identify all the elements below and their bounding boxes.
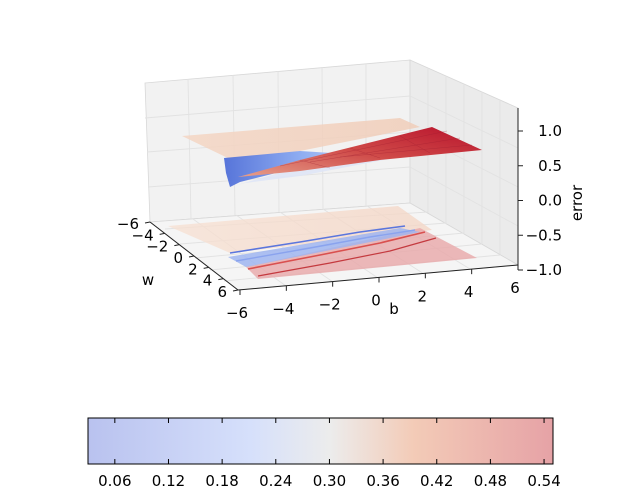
z-axis-label: error [568, 184, 586, 221]
colorbar-tick-label: 0.24 [259, 472, 292, 490]
floor-contour-low [228, 228, 420, 267]
floor-contour-line-2 [235, 229, 416, 262]
y-tick-label: 6 [510, 279, 520, 297]
surface-rise [238, 127, 482, 177]
colorbar-ticks: 0.06 0.12 0.18 0.24 0.30 0.36 0.42 0.48 0.54 [98, 418, 561, 490]
surface-transition [230, 153, 420, 187]
x-tick-mark [174, 244, 180, 247]
x-tick-mark [218, 278, 224, 281]
surface-mesh [279, 130, 473, 169]
x-tick-label: −2 [146, 238, 168, 256]
colorbar-tick-label: 0.12 [152, 472, 185, 490]
x-tick-mark [144, 221, 151, 224]
x-tick-mark [188, 255, 195, 258]
x-tick-label: 4 [203, 272, 213, 290]
colorbar-tick-label: 0.30 [313, 472, 346, 490]
y-ticks: −6 −4 −2 0 2 4 6 [226, 265, 520, 322]
z-tick-label: 0.0 [538, 192, 562, 210]
y-tick-label: −2 [319, 296, 341, 314]
y-tick-label: 2 [418, 287, 428, 305]
floor-contour-line-1 [229, 225, 406, 254]
z-tick-label: −1.0 [526, 261, 562, 279]
x-tick-mark [232, 289, 239, 292]
x-tick-mark [159, 232, 165, 235]
surface-plateau [182, 118, 420, 160]
x-tick-label: 2 [188, 260, 198, 278]
colorbar-tick-label: 0.18 [205, 472, 238, 490]
colorbar-tick-label: 0.06 [98, 472, 131, 490]
colorbar-tick-label: 0.48 [474, 472, 507, 490]
floor-contour-projection [168, 206, 477, 279]
x-tick-label: 6 [217, 283, 227, 301]
x-tick-label: −4 [132, 226, 154, 244]
z-tick-label: 0.5 [538, 157, 562, 175]
y-tick-label: −6 [226, 304, 248, 322]
colorbar-tick-label: 0.54 [527, 472, 560, 490]
z-tick-label: 1.0 [538, 122, 562, 140]
x-tick-label: −6 [117, 215, 139, 233]
y-tick-label: 0 [371, 292, 381, 310]
floor-contour-line-3 [247, 231, 426, 270]
colorbar-tick-label: 0.36 [366, 472, 399, 490]
z-ticks: −1.0 −0.5 0.0 0.5 1.0 [518, 122, 562, 279]
error-surface [182, 118, 482, 187]
y-tick-label: 4 [464, 283, 474, 301]
x-tick-mark [203, 266, 209, 269]
floor-contour-plateau [168, 206, 432, 253]
floor-contour-high [246, 228, 477, 279]
colorbar-tick-label: 0.42 [420, 472, 453, 490]
y-tick-label: −4 [272, 300, 294, 318]
colorbar-gradient [87, 417, 554, 465]
x-tick-label: 0 [173, 249, 183, 267]
x-axis-label: w [142, 271, 154, 289]
y-axis-label: b [389, 300, 399, 318]
colorbar: 0.06 0.12 0.18 0.24 0.30 0.36 0.42 0.48 0.54 [87, 417, 561, 490]
floor-contour-line-4 [257, 237, 437, 277]
z-tick-label: −0.5 [526, 226, 562, 244]
